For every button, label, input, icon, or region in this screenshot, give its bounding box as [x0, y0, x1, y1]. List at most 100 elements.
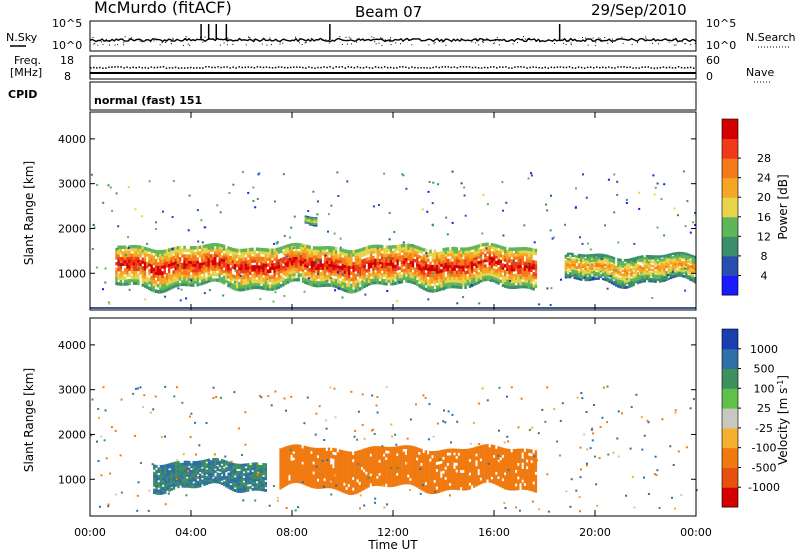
power-cell	[205, 244, 208, 248]
power-cell	[124, 262, 127, 266]
velocity-cell	[321, 467, 324, 472]
power-cell	[591, 265, 594, 268]
power-cell	[429, 279, 432, 284]
power-cell	[154, 249, 158, 254]
power-cell	[656, 272, 659, 276]
power-cell	[488, 267, 491, 271]
power-cell	[433, 258, 437, 263]
power-cell	[546, 287, 549, 290]
power-cell	[645, 272, 649, 275]
power-cell	[597, 273, 600, 277]
power-cell	[359, 275, 362, 279]
power-cell	[621, 275, 624, 279]
power-cell	[126, 251, 129, 255]
power-cell	[203, 253, 206, 257]
power-cell	[444, 265, 448, 269]
velocity-cell	[212, 462, 215, 465]
velocity-cell	[218, 481, 222, 485]
power-cell	[392, 245, 395, 249]
velocity-cell	[334, 475, 337, 480]
power-cell	[216, 267, 219, 271]
power-cell	[416, 262, 419, 267]
power-cell	[262, 268, 265, 273]
power-cell	[588, 267, 592, 270]
velocity-cell	[258, 485, 261, 489]
noise-search-dot	[339, 38, 341, 40]
power-cell	[301, 249, 305, 253]
power-cell	[442, 253, 445, 258]
velocity-cell	[356, 450, 359, 455]
power-cell	[370, 245, 373, 249]
velocity-cell	[279, 472, 282, 476]
power-cell	[411, 266, 415, 270]
power-cell	[626, 281, 629, 285]
power-cell	[216, 204, 219, 207]
power-cell	[150, 284, 153, 289]
power-cell	[323, 263, 327, 267]
power-cell	[628, 281, 631, 284]
power-cell	[310, 254, 314, 258]
power-cell	[569, 275, 572, 279]
power-cell	[678, 271, 681, 274]
power-cell	[643, 260, 646, 264]
power-cell	[451, 267, 454, 271]
power-cell	[416, 279, 419, 284]
power-cell	[689, 270, 692, 274]
velocity-cell	[380, 459, 383, 464]
velocity-cell	[367, 483, 370, 488]
velocity-cell	[281, 447, 284, 452]
nave-dot	[453, 66, 456, 68]
power-cell	[693, 267, 697, 270]
power-cell	[185, 260, 188, 264]
power-cell	[484, 253, 487, 257]
power-cell	[446, 264, 450, 269]
power-cell	[591, 254, 594, 257]
power-cell	[290, 267, 294, 271]
power-cell	[431, 264, 434, 269]
power-cell	[501, 266, 505, 270]
velocity-cell	[314, 474, 317, 479]
velocity-cell	[299, 470, 302, 474]
velocity-cell	[166, 473, 169, 477]
power-cell	[525, 261, 529, 266]
power-cell	[615, 267, 618, 271]
velocity-cell	[358, 464, 361, 469]
power-cell	[645, 274, 649, 277]
power-cell	[284, 253, 287, 257]
nave-dot	[332, 67, 334, 69]
velocity-cell	[207, 458, 211, 462]
power-cell	[189, 274, 193, 279]
power-cell	[372, 255, 375, 260]
freq-right-tick-high: 60	[706, 54, 720, 67]
power-cell	[422, 254, 426, 258]
noise-search-dot	[371, 36, 373, 38]
power-cell	[600, 258, 603, 261]
power-cell	[680, 267, 684, 271]
velocity-cell	[190, 483, 193, 486]
power-cell	[400, 263, 404, 267]
power-cell	[363, 270, 366, 274]
velocity-cell	[292, 453, 295, 458]
power-cell	[575, 187, 577, 190]
power-cell	[299, 262, 303, 266]
velocity-cell	[229, 471, 232, 475]
power-cell	[258, 253, 261, 257]
power-cell	[357, 273, 360, 276]
noise-search-dot	[587, 44, 589, 46]
power-cell	[523, 276, 527, 280]
power-cell	[383, 264, 386, 269]
power-cell	[135, 278, 138, 283]
power-cell	[231, 250, 234, 255]
power-cell	[460, 182, 463, 185]
power-cell	[527, 177, 530, 180]
power-cell	[464, 247, 467, 251]
power-cell	[143, 278, 147, 282]
power-cell	[530, 268, 533, 272]
power-cell	[132, 244, 136, 249]
velocity-cell	[170, 467, 173, 470]
power-cell	[387, 268, 390, 272]
power-cell	[161, 265, 164, 269]
power-cell	[339, 259, 342, 264]
power-cell	[621, 273, 624, 277]
velocity-cell	[155, 477, 158, 481]
